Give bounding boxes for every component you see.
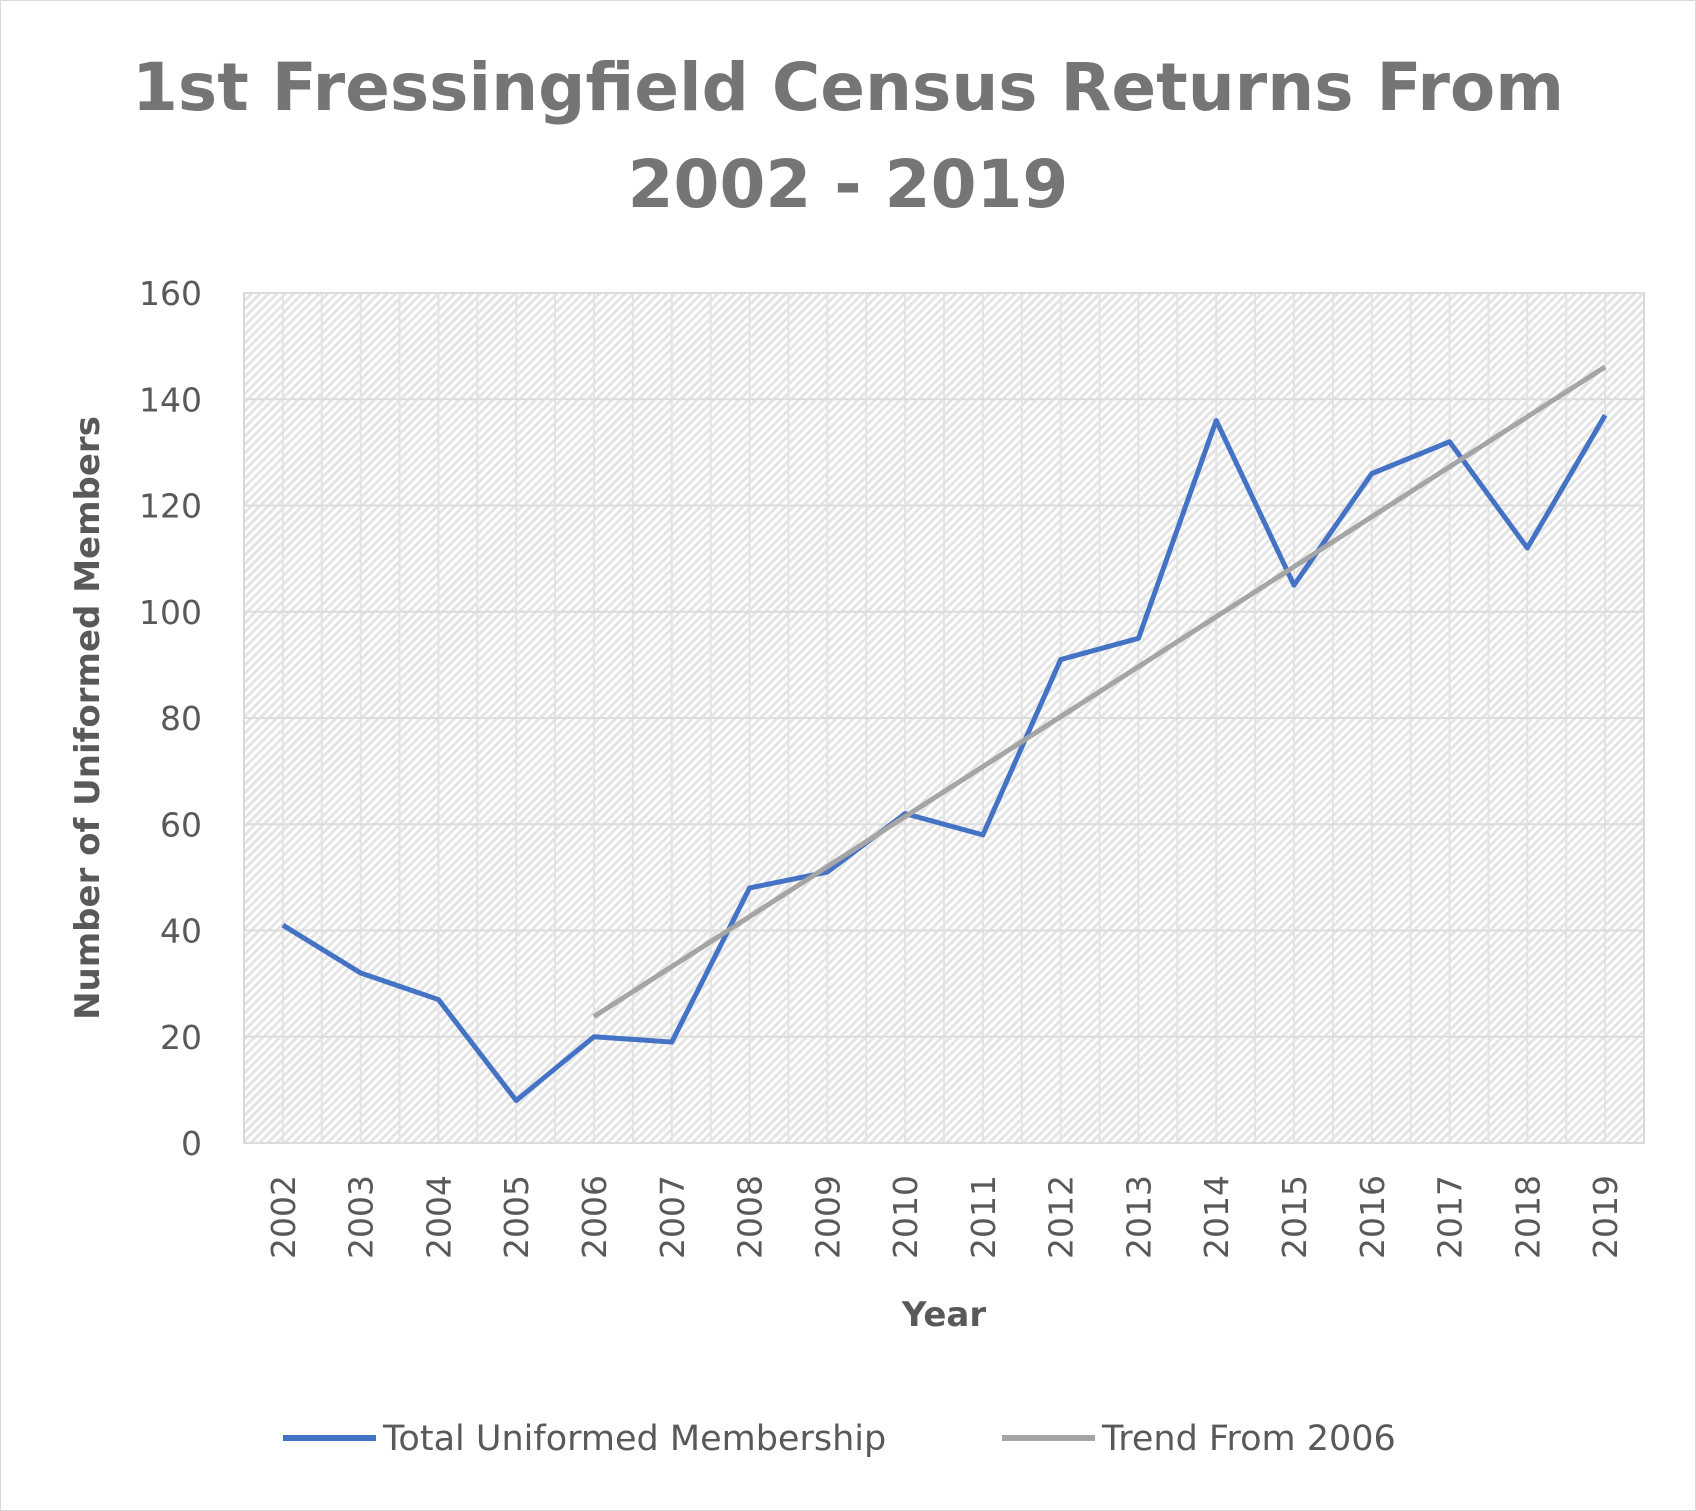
x-tick-label: 2013 xyxy=(1119,1175,1158,1259)
x-tick-label: 2008 xyxy=(731,1175,770,1259)
x-tick-label: 2007 xyxy=(653,1175,692,1259)
data-point xyxy=(1060,659,1062,661)
y-tick-label: 140 xyxy=(139,380,202,419)
x-tick-label: 2005 xyxy=(497,1175,536,1259)
x-tick-label: 2017 xyxy=(1431,1175,1470,1259)
legend-label-total: Total Uniformed Membership xyxy=(382,1419,886,1459)
data-point xyxy=(282,924,284,926)
gridlines xyxy=(244,292,1644,1144)
data-point xyxy=(437,999,439,1001)
x-tick-label: 2010 xyxy=(886,1175,925,1259)
data-point xyxy=(1526,547,1528,549)
series-lines xyxy=(281,364,1608,1103)
data-point xyxy=(1371,473,1373,475)
y-tick-label: 60 xyxy=(160,805,202,844)
chart-title-line-1: 1st Fressingfield Census Returns From xyxy=(132,49,1564,126)
y-tick-label: 100 xyxy=(139,593,202,632)
data-point xyxy=(982,834,984,836)
y-tick-labels: 0 20 40 60 80 100 120 140 160 xyxy=(139,274,202,1163)
data-point xyxy=(1293,584,1295,586)
y-tick-label: 160 xyxy=(139,274,202,313)
y-axis-title: Number of Uniformed Members xyxy=(68,416,108,1020)
x-tick-label: 2002 xyxy=(264,1175,303,1259)
data-point xyxy=(1215,420,1217,421)
y-tick-label: 0 xyxy=(181,1124,202,1163)
data-point xyxy=(593,1036,595,1038)
x-tick-label: 2011 xyxy=(964,1175,1003,1259)
x-tick-label: 2006 xyxy=(575,1175,614,1259)
chart-title-line-2: 2002 - 2019 xyxy=(628,146,1069,223)
legend-label-trend: Trend From 2006 xyxy=(1101,1419,1396,1459)
x-axis-title: Year xyxy=(901,1295,987,1335)
data-point xyxy=(749,887,751,889)
x-tick-label: 2014 xyxy=(1197,1175,1236,1259)
data-point xyxy=(360,972,362,974)
x-tick-label: 2018 xyxy=(1508,1175,1547,1259)
data-point xyxy=(1604,414,1606,416)
legend: Total Uniformed Membership Trend From 20… xyxy=(283,1419,1396,1459)
y-tick-label: 120 xyxy=(139,487,202,526)
x-tick-label: 2016 xyxy=(1353,1175,1392,1259)
y-tick-label: 20 xyxy=(160,1018,202,1057)
series-line-total-uniformed-membership xyxy=(281,413,1608,1103)
x-tick-label: 2004 xyxy=(419,1175,458,1259)
y-tick-label: 40 xyxy=(160,912,202,951)
data-point xyxy=(826,871,828,873)
x-tick-label: 2003 xyxy=(342,1175,381,1259)
x-tick-label: 2009 xyxy=(808,1175,847,1259)
series-line-trend-from-2006 xyxy=(592,364,1607,1019)
data-point xyxy=(515,1100,517,1101)
x-tick-label: 2019 xyxy=(1586,1175,1625,1259)
x-tick-labels: 2002 2003 2004 2005 2006 2007 2008 2009 2010 2011… xyxy=(264,1175,1625,1259)
data-point xyxy=(1137,637,1139,639)
y-tick-label: 80 xyxy=(160,699,202,738)
x-tick-label: 2012 xyxy=(1042,1175,1081,1259)
x-tick-label: 2015 xyxy=(1275,1175,1314,1259)
data-point xyxy=(671,1041,673,1043)
data-point xyxy=(1449,441,1451,443)
